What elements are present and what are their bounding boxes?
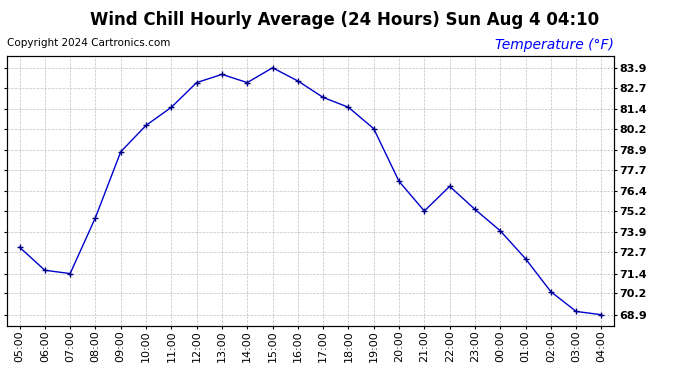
Text: Wind Chill Hourly Average (24 Hours) Sun Aug 4 04:10: Wind Chill Hourly Average (24 Hours) Sun…	[90, 11, 600, 29]
Text: Copyright 2024 Cartronics.com: Copyright 2024 Cartronics.com	[7, 38, 170, 48]
Text: Temperature (°F): Temperature (°F)	[495, 38, 614, 51]
